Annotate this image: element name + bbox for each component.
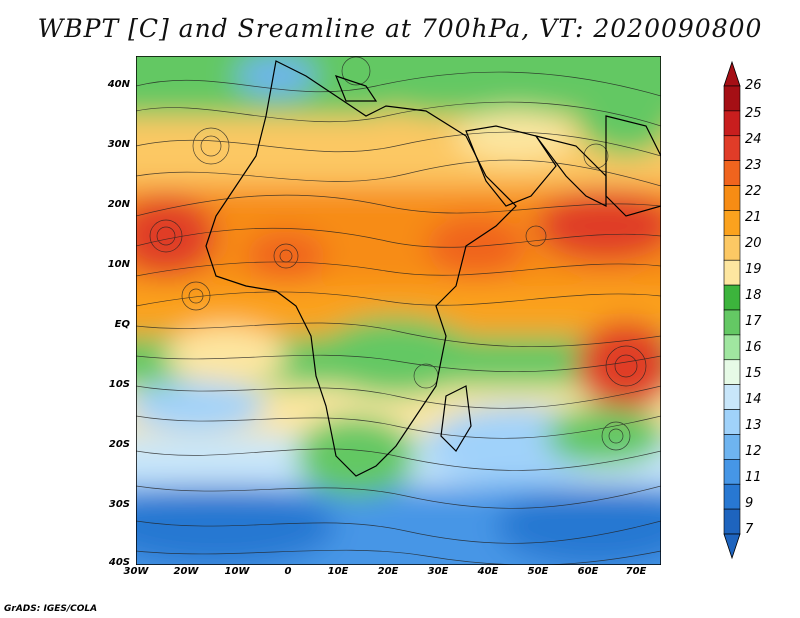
colorbar-label: 21 (745, 210, 762, 225)
lat-label: 30S (108, 499, 130, 510)
colorbar-swatch (723, 434, 741, 460)
colorbar-swatch (723, 259, 741, 286)
colorbar-swatch (723, 85, 741, 112)
colorbar-label: 12 (745, 444, 762, 459)
lat-label: 40N (107, 79, 130, 90)
colorbar-bottom-arrow (723, 533, 741, 560)
colorbar-swatch (723, 185, 741, 211)
colorbar-swatch (723, 384, 741, 410)
colorbar-label: 18 (745, 288, 762, 303)
colorbar-label: 19 (745, 262, 762, 277)
colorbar-swatch (723, 284, 741, 311)
colorbar-swatch (723, 135, 741, 161)
colorbar-label: 25 (745, 106, 762, 121)
colorbar-swatch (723, 110, 741, 137)
colorbar-swatch (723, 483, 741, 510)
wbpt-map (136, 56, 661, 565)
colorbar-label: 9 (745, 496, 754, 511)
colorbar-top-arrow (723, 60, 741, 87)
colorbar-swatch (723, 235, 741, 261)
colorbar-label: 22 (745, 184, 762, 199)
lon-label: 10W (224, 566, 250, 577)
colorbar-label: 23 (745, 158, 762, 173)
colorbar-label: 11 (745, 470, 762, 485)
map-title: WBPT [C] and Sreamline at 700hPa, VT: 20… (37, 14, 763, 43)
colorbar-swatch (723, 359, 741, 385)
lat-label: EQ (114, 319, 130, 330)
lat-label: 10N (107, 259, 130, 270)
lon-label: 20W (173, 566, 199, 577)
colorbar-label: 14 (745, 392, 762, 407)
lon-label: 0 (284, 566, 292, 577)
lon-label: 30W (123, 566, 149, 577)
lon-label: 30E (427, 566, 449, 577)
colorbar-swatch (723, 309, 741, 336)
colorbar-label: 13 (745, 418, 762, 433)
colorbar-label: 7 (745, 522, 754, 537)
colorbar-swatch (723, 409, 741, 435)
colorbar-label: 26 (745, 78, 762, 93)
colorbar-swatch (723, 459, 741, 485)
lat-label: 40S (108, 557, 130, 568)
lat-label: 20S (108, 439, 130, 450)
colorbar-swatch (723, 334, 741, 361)
lon-label: 40E (477, 566, 499, 577)
lon-label: 50E (527, 566, 549, 577)
lon-label: 60E (577, 566, 599, 577)
colorbar-label: 16 (745, 340, 762, 355)
colorbar-swatch (723, 508, 741, 535)
colorbar-label: 24 (745, 132, 762, 147)
footer-credit: GrADS: IGES/COLA (4, 604, 98, 614)
lon-label: 70E (625, 566, 647, 577)
colorbar (723, 60, 741, 560)
colorbar-label: 15 (745, 366, 762, 381)
colorbar-label: 17 (745, 314, 762, 329)
lat-label: 30N (107, 139, 130, 150)
colorbar-swatch (723, 160, 741, 186)
lat-label: 10S (108, 379, 130, 390)
lat-label: 20N (107, 199, 130, 210)
lon-label: 20E (377, 566, 399, 577)
lon-label: 10E (327, 566, 349, 577)
colorbar-label: 20 (745, 236, 762, 251)
colorbar-swatch (723, 210, 741, 236)
